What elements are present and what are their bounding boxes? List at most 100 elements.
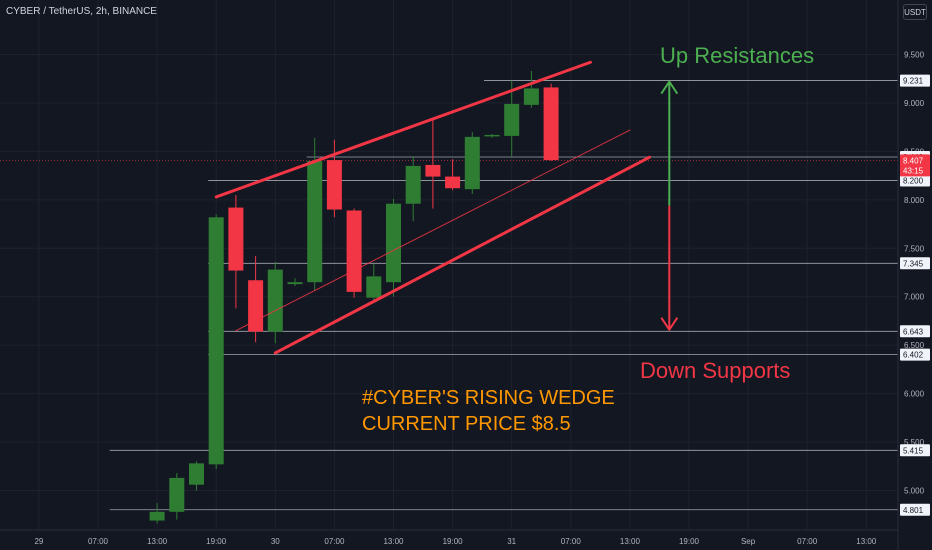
candle-body	[523, 88, 539, 105]
candle	[405, 156, 421, 222]
x-tick-label: 07:00	[324, 537, 345, 546]
symbol-title[interactable]: CYBER / TetherUS, 2h, BINANCE	[6, 6, 157, 17]
current-price-tag	[900, 154, 930, 177]
range-arrow-down-head	[660, 317, 679, 332]
x-tick-label: 19:00	[679, 537, 700, 546]
candle	[189, 461, 204, 491]
candle	[169, 473, 185, 520]
candle-body	[366, 276, 382, 298]
y-tick-label: 5.000	[904, 487, 925, 496]
candle-body	[307, 161, 323, 283]
x-tick-label: 07:00	[88, 537, 109, 546]
candle	[366, 263, 382, 302]
level-tag	[900, 74, 930, 87]
y-tick-label: 6.500	[904, 341, 925, 350]
candle-body	[208, 217, 224, 465]
candle-body	[504, 103, 520, 136]
trendline-upper	[214, 60, 592, 199]
level-tag-label: 4.801	[903, 506, 924, 515]
level-tag-label: 6.402	[903, 351, 924, 360]
trendline-lower	[273, 155, 652, 355]
trendlines	[214, 60, 679, 355]
candle-body	[228, 207, 244, 271]
trendline-middle	[235, 129, 631, 332]
candle-body	[405, 165, 421, 204]
candle-body	[287, 282, 303, 285]
level-tag-label: 9.231	[903, 77, 924, 86]
candle-body	[484, 134, 500, 137]
candle-body	[346, 210, 362, 292]
currency-button[interactable]: USDT	[903, 4, 927, 20]
candle-body	[189, 463, 204, 485]
candle	[149, 503, 165, 524]
x-tick-label: 19:00	[206, 537, 227, 546]
candle	[346, 208, 362, 298]
candle-body	[445, 176, 461, 189]
candle-body	[386, 203, 401, 283]
candle	[248, 256, 264, 343]
level-tag-label: 6.643	[903, 327, 924, 336]
price-axis-bg	[898, 0, 932, 550]
x-tick-label: 13:00	[383, 537, 404, 546]
level-tag	[900, 348, 930, 361]
x-tick-label: 13:00	[147, 537, 168, 546]
candle-body	[149, 511, 165, 521]
candle	[425, 117, 441, 209]
y-tick-label: 9.000	[904, 99, 925, 108]
level-tag	[900, 174, 930, 187]
candle-body	[326, 160, 342, 210]
candle	[464, 132, 480, 195]
wedge-title-label: #CYBER'S RISING WEDGE	[362, 387, 615, 409]
y-tick-label: 9.500	[904, 51, 925, 60]
candle	[228, 194, 244, 309]
x-tick-label: 07:00	[561, 537, 582, 546]
level-tag-label: 5.415	[903, 446, 924, 455]
x-tick-label: Sep	[741, 537, 756, 546]
candle-body	[169, 477, 185, 512]
candle-body	[464, 136, 480, 190]
y-tick-label: 6.000	[904, 390, 925, 399]
candle-body	[267, 269, 283, 332]
y-tick-label: 8.000	[904, 196, 925, 205]
candle	[445, 159, 461, 191]
down-supports-label: Down Supports	[640, 358, 791, 383]
x-tick-label: 31	[507, 537, 516, 546]
candle-body	[248, 280, 264, 332]
x-tick-label: 13:00	[620, 537, 641, 546]
y-tick-label: 5.500	[904, 438, 925, 447]
current-price-label: 8.407	[903, 156, 924, 165]
range-arrow-up-head	[660, 79, 679, 95]
candle	[504, 80, 520, 157]
candle	[307, 137, 323, 291]
countdown-label: 43:15	[903, 166, 924, 175]
candle	[543, 83, 559, 162]
y-tick-label: 7.500	[904, 244, 925, 253]
current-price-note: CURRENT PRICE $8.5	[362, 413, 571, 435]
x-tick-label: 29	[34, 537, 43, 546]
candle	[287, 278, 303, 287]
x-tick-label: 30	[271, 537, 280, 546]
level-tag	[900, 444, 930, 457]
level-tag-label: 8.200	[903, 176, 924, 185]
y-tick-label: 7.000	[904, 293, 925, 302]
candle	[326, 139, 342, 218]
x-tick-label: 19:00	[443, 537, 464, 546]
x-tick-label: 13:00	[856, 537, 877, 546]
level-tag-label: 7.345	[903, 259, 924, 268]
level-tag	[900, 257, 930, 270]
x-tick-label: 07:00	[797, 537, 818, 546]
candle-body	[425, 164, 441, 177]
horizontal-levels	[0, 80, 898, 511]
candle	[208, 214, 224, 470]
level-tag	[900, 325, 930, 338]
candle	[484, 133, 500, 138]
candles	[149, 70, 559, 524]
up-resistances-label: Up Resistances	[660, 43, 815, 68]
candle	[386, 198, 401, 297]
candle	[267, 261, 283, 344]
candle	[523, 70, 539, 108]
candle-body	[543, 87, 559, 161]
level-tag	[900, 503, 930, 516]
